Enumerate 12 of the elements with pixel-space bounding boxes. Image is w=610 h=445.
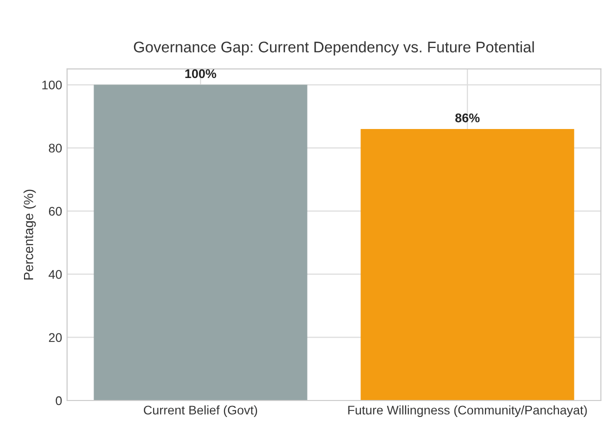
y-tick-label: 40: [48, 270, 62, 279]
y-axis-title: Percentage (%): [24, 190, 36, 280]
y-tick-label: 100: [42, 80, 62, 90]
x-tick-label: Current Belief (Govt): [144, 405, 258, 418]
y-tick-label: 20: [48, 333, 62, 342]
y-tick-label: 80: [48, 144, 62, 153]
x-tick-label: Future Willingness (Community/Panchayat): [348, 405, 587, 418]
data-label: 100%: [185, 69, 216, 78]
chart-title: Governance Gap: Current Dependency vs. Future Potential: [134, 41, 534, 56]
y-tick-label: 0: [56, 396, 62, 406]
data-label: 86%: [455, 113, 480, 122]
y-tick-label: 60: [48, 206, 62, 216]
